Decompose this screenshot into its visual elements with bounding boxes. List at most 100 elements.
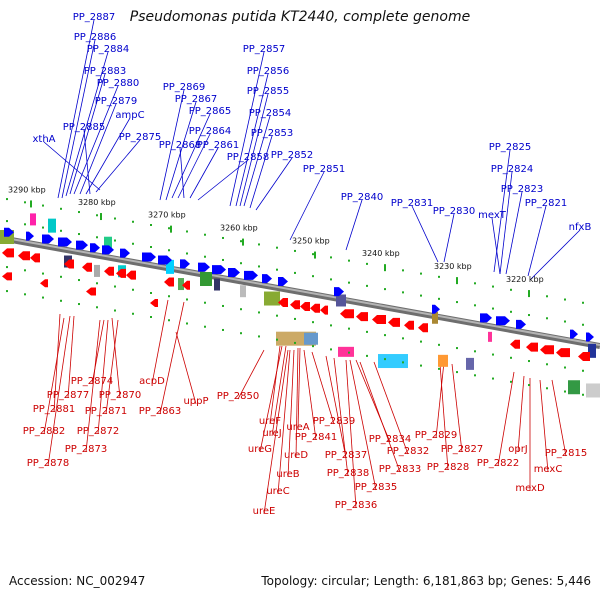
leader-line (73, 85, 119, 195)
leader-line (165, 101, 197, 201)
feature-block (214, 278, 220, 291)
tick-dot-inner (474, 304, 476, 307)
forward-gene-arrow (212, 265, 226, 275)
feature-block (466, 357, 474, 370)
gene-label: PP_2821 (525, 198, 568, 209)
reverse-gene-arrow (340, 309, 354, 319)
forward-gene-arrow (228, 268, 240, 278)
scale-tick-label: 3230 kbp (434, 262, 472, 271)
forward-gene-arrow (516, 319, 526, 329)
feature-block (48, 218, 56, 233)
tick-dot-inner (240, 262, 242, 265)
scale-tick-label: 3290 kbp (8, 185, 46, 194)
tick-dot-outer (438, 275, 440, 278)
gene-label: PP_2868 (159, 140, 202, 151)
backbone-highlight (0, 236, 600, 346)
leader-line (325, 355, 347, 459)
tick-dot-outer-rev (366, 354, 368, 357)
gene-label: PP_2874 (71, 376, 114, 387)
gene-arrows (2, 227, 594, 362)
gene-label: PP_2881 (33, 404, 76, 415)
scale-tick-mark (100, 213, 102, 221)
tick-dot-outer-rev (240, 332, 242, 335)
tick-dot-outer-rev (186, 322, 188, 325)
scale-tick-mark (528, 290, 530, 298)
reverse-gene-arrow (116, 268, 126, 278)
tick-dot-inner-rev (384, 334, 386, 337)
gene-label: PP_2886 (74, 32, 117, 43)
gene-label: PP_2883 (84, 66, 127, 77)
tick-dot-inner-rev (78, 279, 80, 282)
gene-label: PP_2854 (249, 108, 292, 119)
tick-dot-outer-rev (348, 351, 350, 354)
backbone-track (0, 235, 600, 349)
tick-dot-outer-rev (222, 328, 224, 331)
leader-line (289, 171, 325, 241)
tick-dot-outer-rev (582, 393, 584, 396)
tick-dot-outer-rev (114, 309, 116, 312)
tick-dot-inner (96, 236, 98, 239)
tick-dot-outer-rev (402, 361, 404, 364)
reverse-gene-arrow (372, 314, 386, 324)
tick-dot-inner-rev (186, 298, 188, 301)
gene-label: PP_2840 (341, 192, 384, 203)
forward-gene-arrow (244, 270, 258, 280)
tick-dot-outer-rev (78, 303, 80, 306)
forward-gene-arrow (42, 234, 54, 244)
leader-line (451, 363, 463, 453)
leader-line (255, 157, 293, 211)
tick-dot-outer-rev (510, 380, 512, 383)
gene-label: ampC (115, 110, 144, 121)
feature-block (166, 259, 174, 274)
leader-line (83, 129, 91, 195)
genome-summary: Topology: circular; Length: 6,181,863 bp… (261, 574, 591, 588)
gene-label: PP_2870 (99, 390, 142, 401)
tick-dot-outer-rev (96, 306, 98, 309)
tick-dot-outer (402, 269, 404, 272)
leader-line (85, 117, 131, 195)
reverse-gene-arrow (164, 277, 174, 287)
tick-dot-inner-rev (528, 360, 530, 363)
gene-label: PP_2857 (243, 44, 286, 55)
scale-tick-label: 3260 kbp (220, 224, 258, 233)
forward-gene-arrow (102, 245, 114, 255)
reverse-gene-arrow (182, 280, 190, 290)
leader-line (79, 103, 117, 195)
gene-label: PP_2829 (415, 430, 458, 441)
tick-dot-outer (564, 298, 566, 301)
feature-block (336, 294, 346, 307)
reverse-gene-arrow (310, 303, 320, 313)
leader-line (197, 159, 249, 201)
forward-gene-arrow (570, 329, 578, 339)
gene-label: PP_2833 (379, 464, 422, 475)
forward-gene-arrow (158, 255, 172, 265)
reverse-gene-arrow (30, 253, 40, 263)
tick-dot-outer (6, 198, 8, 201)
leader-line (287, 349, 295, 478)
feature-block (240, 285, 246, 298)
leader-line (263, 349, 289, 515)
tick-dot-inner (60, 229, 62, 232)
forward-gene-arrow (480, 313, 492, 323)
leader-line (53, 313, 61, 413)
tick-dot-inner (204, 255, 206, 258)
leader-line (235, 73, 269, 207)
leader-line (271, 345, 287, 437)
leader-line (159, 301, 185, 415)
reverse-gene-arrow (578, 352, 590, 362)
feature-block (200, 272, 212, 286)
tick-dot-outer-rev (24, 293, 26, 296)
scale-tick-mark (456, 277, 458, 285)
forward-gene-arrow (432, 304, 440, 314)
tick-dot-inner (456, 301, 458, 304)
leader-line (345, 359, 357, 509)
leader-line (439, 363, 449, 471)
tick-dot-inner (510, 310, 512, 313)
feature-block (30, 213, 36, 226)
gene-label: PP_2855 (247, 86, 290, 97)
tick-dot-outer (546, 295, 548, 298)
tick-dot-inner-rev (258, 311, 260, 314)
forward-gene-arrow (278, 277, 288, 287)
gene-label: PP_2869 (163, 82, 206, 93)
tick-dot-outer-rev (204, 325, 206, 328)
